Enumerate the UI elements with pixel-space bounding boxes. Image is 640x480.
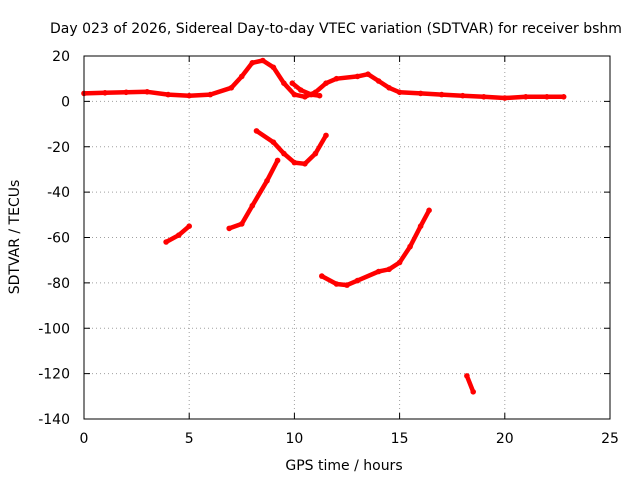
data-point bbox=[354, 277, 361, 284]
data-point bbox=[417, 90, 424, 97]
data-point bbox=[102, 90, 108, 96]
data-point bbox=[438, 91, 445, 98]
data-point bbox=[291, 159, 298, 166]
y-tick-label: -140 bbox=[38, 412, 70, 428]
data-point bbox=[270, 139, 277, 145]
x-tick-label: 25 bbox=[601, 431, 619, 447]
data-point bbox=[289, 80, 296, 86]
chart-title: Day 023 of 2026, Sidereal Day-to-day VTE… bbox=[50, 21, 622, 37]
data-point bbox=[274, 157, 281, 164]
y-tick-label: 0 bbox=[61, 94, 70, 110]
data-point bbox=[186, 223, 192, 229]
y-tick-label: -60 bbox=[47, 231, 70, 247]
data-point bbox=[375, 78, 382, 84]
data-point bbox=[291, 91, 298, 98]
plot-frame bbox=[83, 55, 611, 420]
data-point bbox=[354, 73, 361, 80]
y-tick-label: -80 bbox=[47, 276, 70, 292]
data-point bbox=[302, 161, 308, 167]
data-point bbox=[386, 85, 392, 91]
data-point bbox=[375, 268, 382, 275]
x-tick-label: 20 bbox=[496, 431, 514, 447]
data-point bbox=[470, 389, 477, 395]
data-point bbox=[523, 94, 529, 100]
data-point bbox=[264, 178, 270, 184]
data-point bbox=[333, 75, 340, 82]
data-point bbox=[417, 223, 424, 229]
data-point bbox=[249, 60, 256, 66]
data-point bbox=[226, 225, 232, 232]
data-point bbox=[481, 94, 487, 100]
data-point bbox=[396, 259, 403, 266]
data-point bbox=[316, 92, 323, 99]
data-point bbox=[407, 243, 413, 250]
grid-layer bbox=[84, 56, 610, 419]
data-point bbox=[144, 89, 150, 95]
y-tick-label: -40 bbox=[47, 185, 70, 201]
data-point bbox=[308, 91, 315, 98]
data-point bbox=[175, 232, 182, 238]
data-point bbox=[165, 91, 171, 98]
data-point bbox=[207, 91, 213, 98]
data-point bbox=[281, 80, 287, 86]
data-point bbox=[302, 94, 308, 100]
data-point bbox=[281, 150, 287, 157]
series-layer bbox=[81, 57, 567, 395]
data-point bbox=[323, 80, 329, 86]
data-point bbox=[253, 128, 260, 134]
x-tick-label: 0 bbox=[80, 431, 89, 447]
data-point bbox=[228, 85, 235, 91]
data-point bbox=[186, 92, 192, 99]
data-point bbox=[239, 73, 245, 80]
series-arc-7 bbox=[464, 373, 476, 395]
data-point bbox=[123, 89, 129, 96]
y-tick-label: -20 bbox=[47, 140, 70, 156]
data-point bbox=[270, 64, 277, 71]
data-point bbox=[544, 94, 550, 100]
y-tick-label: -120 bbox=[38, 367, 70, 383]
series-arc-4 bbox=[226, 158, 280, 231]
x-tick-label: 5 bbox=[185, 431, 194, 447]
series-arc-6 bbox=[319, 208, 432, 288]
data-point bbox=[560, 94, 567, 100]
series-arc-3 bbox=[254, 128, 329, 167]
data-point bbox=[333, 281, 340, 287]
data-point bbox=[386, 266, 392, 273]
data-point bbox=[163, 239, 169, 245]
x-axis-title: GPS time / hours bbox=[285, 458, 402, 474]
y-tick-label: -100 bbox=[38, 321, 70, 337]
y-axis-title: SDTVAR / TECUs bbox=[7, 180, 23, 295]
data-point bbox=[260, 57, 266, 64]
data-point bbox=[459, 92, 466, 99]
data-point bbox=[426, 207, 432, 214]
tick-layer: 0 5 10 15 20 25 -140 -120 -100 -80 -60 -40 -20 0 20 bbox=[38, 49, 619, 447]
data-point bbox=[249, 202, 256, 209]
data-point bbox=[297, 87, 304, 93]
x-tick-label: 10 bbox=[285, 431, 303, 447]
data-point bbox=[344, 282, 350, 288]
data-point bbox=[312, 150, 319, 157]
data-point bbox=[464, 373, 470, 379]
series-arc-1 bbox=[81, 58, 566, 101]
x-tick-label: 15 bbox=[391, 431, 409, 447]
data-point bbox=[365, 71, 371, 77]
data-point bbox=[502, 95, 508, 101]
y-tick-label: 20 bbox=[52, 49, 70, 65]
data-point bbox=[396, 89, 403, 96]
data-point bbox=[319, 273, 325, 279]
series-arc-2 bbox=[290, 80, 322, 98]
data-point bbox=[239, 221, 245, 227]
data-point bbox=[323, 132, 329, 139]
